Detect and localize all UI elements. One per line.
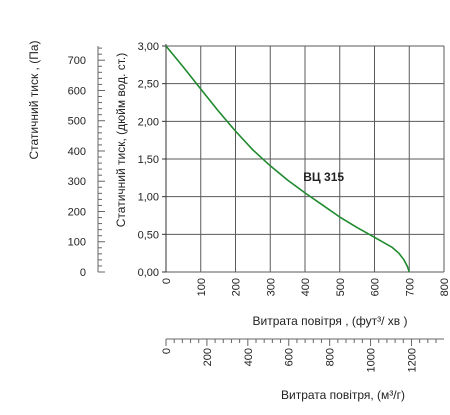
secondary-y-tick-label: 600: [68, 85, 86, 97]
axes: [162, 44, 167, 273]
x-tick-label: 600: [370, 278, 382, 296]
series-layer: ВЦ 315: [165, 45, 411, 273]
series-line: [165, 45, 411, 273]
x-tick-label: 700: [404, 278, 416, 296]
secondary-x-tick-label: 400: [243, 348, 255, 366]
secondary-x-tick-label: 800: [325, 348, 337, 366]
x-tick-label: 800: [439, 278, 450, 296]
main-y-tick-labels: 0,00 0,50 1,00 1,50 2,00 2,50 3,00: [138, 41, 159, 279]
secondary-y-tick-label: 500: [68, 116, 86, 128]
secondary-y-tick-label: 700: [68, 55, 86, 67]
grid: [165, 45, 445, 273]
secondary-x-axis: 0 200 400 600 800 1000 1200: [161, 338, 444, 372]
x-axis-main-label: Витрата повітря , (фут³/ хв ): [252, 314, 407, 328]
secondary-y-tick-label: 100: [68, 237, 86, 249]
y-tick-label: 2,50: [138, 79, 159, 91]
y-tick-label: 1,50: [138, 154, 159, 166]
y-tick-label: 1,00: [138, 192, 159, 204]
secondary-x-tick-label: 200: [202, 348, 214, 366]
x-tick-label: 100: [196, 278, 208, 296]
x-tick-label: 200: [231, 278, 243, 296]
y-tick-label: 0,50: [138, 229, 159, 241]
secondary-y-tick-label: 200: [68, 206, 86, 218]
y-tick-label: 0,00: [138, 267, 159, 279]
series-label: ВЦ 315: [303, 170, 344, 184]
secondary-x-tick-label: 0: [161, 348, 173, 354]
x-tick-label: 400: [300, 278, 312, 296]
x-tick-label: 500: [335, 278, 347, 296]
secondary-y-axis: 0 100 200 300 400 500 600 700: [68, 46, 105, 279]
secondary-x-tick-label: 600: [284, 348, 296, 366]
main-x-tick-labels: 0 100 200 300 400 500 600 700 800: [161, 278, 450, 296]
y-axis-main-label: Статичний тиск, (дюйм вод. ст.): [114, 53, 128, 227]
x-axis-secondary-label: Витрата повітря, (м³/г): [281, 388, 405, 402]
x-tick-label: 0: [161, 278, 173, 284]
secondary-y-tick-label: 300: [68, 176, 86, 188]
secondary-y-tick-label: 400: [68, 146, 86, 158]
y-tick-label: 2,00: [138, 116, 159, 128]
secondary-x-tick-label: 1000: [366, 348, 378, 372]
y-axis-secondary-label: Статичний тиск , (Па): [27, 40, 41, 159]
secondary-y-tick-label: 0: [80, 267, 86, 279]
secondary-x-tick-label: 1200: [406, 348, 418, 372]
y-tick-label: 3,00: [138, 41, 159, 53]
x-tick-label: 300: [265, 278, 277, 296]
